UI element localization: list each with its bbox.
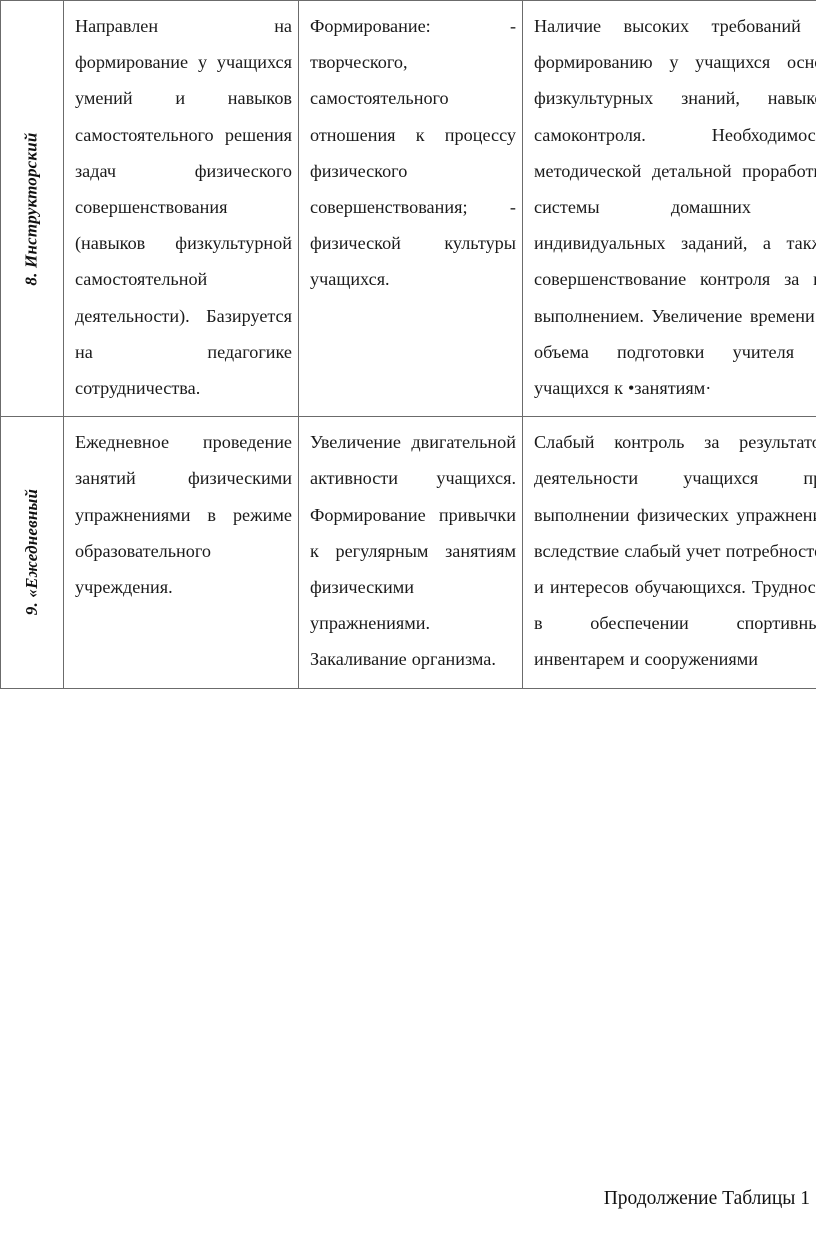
row-1-description-text: Направлен на формирование у учащихся уме… [75,16,292,399]
continuation-table: 8. Инструкторский Направлен на формирова… [0,0,816,689]
table-continuation-caption: Продолжение Таблицы 1 [603,1188,810,1209]
row-1-description-cell: Направлен на формирование у учащихся уме… [63,0,299,418]
table-row: 9. «Ежедневный Ежедневное проведение зан… [0,416,816,689]
rotated-label-wrap: 9. «Ежедневный [1,417,63,687]
row-label-text: 9. «Ежедневный [22,489,41,616]
row-label-cell-daily: 9. «Ежедневный [0,416,64,689]
rotated-label-wrap: 8. Инструкторский [1,1,63,416]
row-2-goals-cell: Увеличение двигательной активности учащи… [298,416,523,689]
row-2-requirements-text: Слабый контроль за результатом деятельно… [534,432,816,670]
row-1-requirements-cell: Наличие высоких требований к формировани… [522,0,816,418]
row-1-goals-cell: Формирование: - творческого, самостоятел… [298,0,523,418]
table-row: 8. Инструкторский Направлен на формирова… [0,0,816,418]
row-2-goals-text: Увеличение двигательной активности учащи… [310,432,516,670]
row-2-description-text: Ежедневное проведение занятий физическим… [75,432,292,598]
row-2-description-cell: Ежедневное проведение занятий физическим… [63,416,299,689]
row-1-goals-text: Формирование: - творческого, самостоятел… [310,16,516,290]
row-2-requirements-cell: Слабый контроль за результатом деятельно… [522,416,816,689]
row-1-requirements-text: Наличие высоких требований к формировани… [534,16,816,399]
row-label-text: 8. Инструкторский [22,132,41,286]
row-label-cell-instructor: 8. Инструкторский [0,0,64,418]
